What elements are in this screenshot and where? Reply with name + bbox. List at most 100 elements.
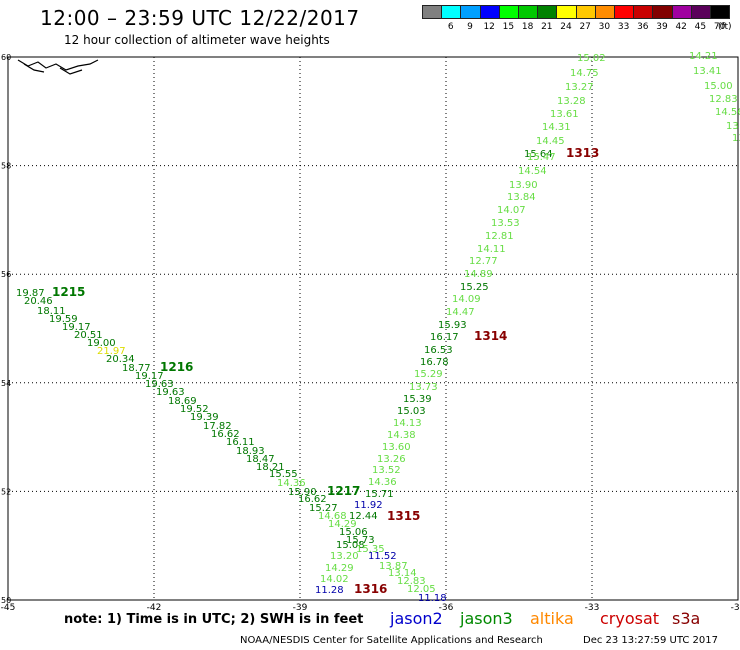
- wave-height-label: 11.28: [315, 585, 344, 596]
- wave-height-label: 14.45: [536, 136, 565, 147]
- scale-unit-label: (ft): [718, 22, 732, 32]
- wave-height-label: 14.47: [446, 307, 475, 318]
- scale-label: 6: [447, 22, 454, 32]
- wave-height-label: 13.14: [388, 568, 417, 579]
- pass-id-label: 1316: [354, 582, 387, 596]
- wave-height-label: 18.69: [168, 396, 197, 407]
- wave-height-label: 19.63: [156, 387, 185, 398]
- latitude-tick-label: 58: [1, 162, 11, 171]
- wave-height-label: 12.83: [709, 94, 738, 105]
- wave-height-label: 14.09: [452, 294, 481, 305]
- wave-height-label: 18.93: [236, 446, 265, 457]
- wave-height-label: 15.47: [527, 152, 556, 163]
- wave-height-label: 11.92: [354, 500, 383, 511]
- pass-id-label: 1313: [566, 146, 599, 160]
- wave-height-label: 19.39: [190, 412, 219, 423]
- wave-height-label: 14.54: [518, 166, 547, 177]
- wave-height-label: 13.90: [509, 180, 538, 191]
- wave-height-label: 20.34: [106, 354, 135, 365]
- wave-height-label: 15.73: [346, 535, 375, 546]
- scale-label: 42: [675, 22, 687, 32]
- wave-height-label: 14.31: [542, 122, 571, 133]
- longitude-tick-label: -36: [439, 603, 454, 613]
- wave-height-label: 15.39: [403, 394, 432, 405]
- wave-height-label: 16.17: [430, 332, 459, 343]
- longitude-tick-label: -33: [585, 603, 600, 613]
- satellite-legend-jason3: jason3: [460, 609, 513, 628]
- wave-height-label: 15.71: [365, 489, 394, 500]
- wave-height-label: 18.21: [256, 462, 285, 473]
- footer-credit: NOAA/NESDIS Center for Satellite Applica…: [240, 635, 543, 646]
- longitude-tick-label: -39: [293, 603, 308, 613]
- wave-height-label: 13: [732, 133, 740, 144]
- wave-height-label: 15.06: [339, 527, 368, 538]
- footer-note: note: 1) Time is in UTC; 2) SWH is in fe…: [64, 612, 364, 627]
- wave-height-label: 13.87: [379, 561, 408, 572]
- wave-height-label: 14.89: [464, 269, 493, 280]
- longitude-tick-label: -42: [147, 603, 162, 613]
- wave-height-label: 18.11: [37, 306, 66, 317]
- pass-id-label: 1315: [387, 509, 420, 523]
- wave-height-label: 16.78: [420, 357, 449, 368]
- footer-timestamp: Dec 23 13:27:59 UTC 2017: [583, 635, 718, 646]
- pass-id-label: 1217: [327, 484, 360, 498]
- wave-height-label: 12.77: [469, 256, 498, 267]
- wave-height-label: 11.18: [418, 593, 447, 604]
- scale-label: 18: [521, 22, 534, 32]
- scale-label: 36: [637, 22, 649, 32]
- scale-label: 30: [598, 22, 611, 32]
- wave-height-label: 15.25: [460, 282, 489, 293]
- wave-height-label: 15.64: [524, 149, 553, 160]
- wave-height-label: 18.47: [246, 454, 275, 465]
- wave-height-label: 19.87: [16, 288, 45, 299]
- wave-height-label: 14.13: [393, 418, 422, 429]
- wave-height-label: 14.75: [570, 68, 599, 79]
- wave-height-label: 16.11: [226, 437, 255, 448]
- latitude-tick-label: 56: [1, 270, 11, 279]
- wave-height-label: 12.83: [397, 576, 426, 587]
- pass-id-label: 1215: [52, 285, 85, 299]
- satellite-legend-cryosat: cryosat: [600, 609, 660, 628]
- wave-height-label: 15.03: [397, 406, 426, 417]
- wave-height-label: 15.55: [269, 469, 298, 480]
- wave-height-label: 13.84: [507, 192, 536, 203]
- wave-height-label: 21.97: [97, 346, 126, 357]
- wave-height-label: 15.00: [704, 81, 733, 92]
- wave-height-label: 15.27: [309, 503, 338, 514]
- wave-height-label: 16.62: [298, 494, 327, 505]
- scale-label: 33: [617, 22, 630, 32]
- wave-height-label: 16.53: [424, 345, 453, 356]
- scale-swatch: [710, 5, 731, 19]
- scale-label: 24: [560, 22, 572, 32]
- page-subtitle: 12 hour collection of altimeter wave hei…: [64, 33, 330, 47]
- wave-height-label: 13.73: [409, 382, 438, 393]
- wave-height-label: 13.52: [372, 465, 401, 476]
- wave-height-label: 12.81: [485, 231, 514, 242]
- pass-id-label: 1216: [160, 360, 193, 374]
- scale-label: 21: [541, 22, 553, 32]
- wave-height-label: 18.77: [122, 363, 151, 374]
- wave-height-label: 14.07: [497, 205, 526, 216]
- wave-height-label: 15.90: [288, 487, 317, 498]
- satellite-legend-jason2: jason2: [390, 609, 443, 628]
- wave-height-label: 11.52: [368, 551, 397, 562]
- longitude-tick-label: -45: [1, 603, 16, 613]
- wave-height-label: 14.68: [318, 511, 347, 522]
- wave-height-label: 19.63: [145, 379, 174, 390]
- wave-height-label: 13.61: [550, 109, 579, 120]
- wave-height-label: 15.29: [414, 369, 443, 380]
- map-frame: [7, 56, 739, 601]
- wave-height-label: 13: [726, 121, 739, 132]
- wave-height-label: 13.41: [693, 66, 722, 77]
- wave-height-label: 14.38: [387, 430, 416, 441]
- wave-height-label: 16.62: [211, 429, 240, 440]
- page-title: 12:00 – 23:59 UTC 12/22/2017: [40, 6, 360, 30]
- wave-height-label: 13.28: [557, 96, 586, 107]
- scale-label: 70: [713, 22, 726, 32]
- pass-id-label: 1314: [474, 329, 507, 343]
- latitude-tick-label: 60: [1, 53, 11, 62]
- wave-height-label: 14.02: [320, 574, 349, 585]
- scale-label: 12: [483, 22, 495, 32]
- wave-height-label: 14.29: [328, 519, 357, 530]
